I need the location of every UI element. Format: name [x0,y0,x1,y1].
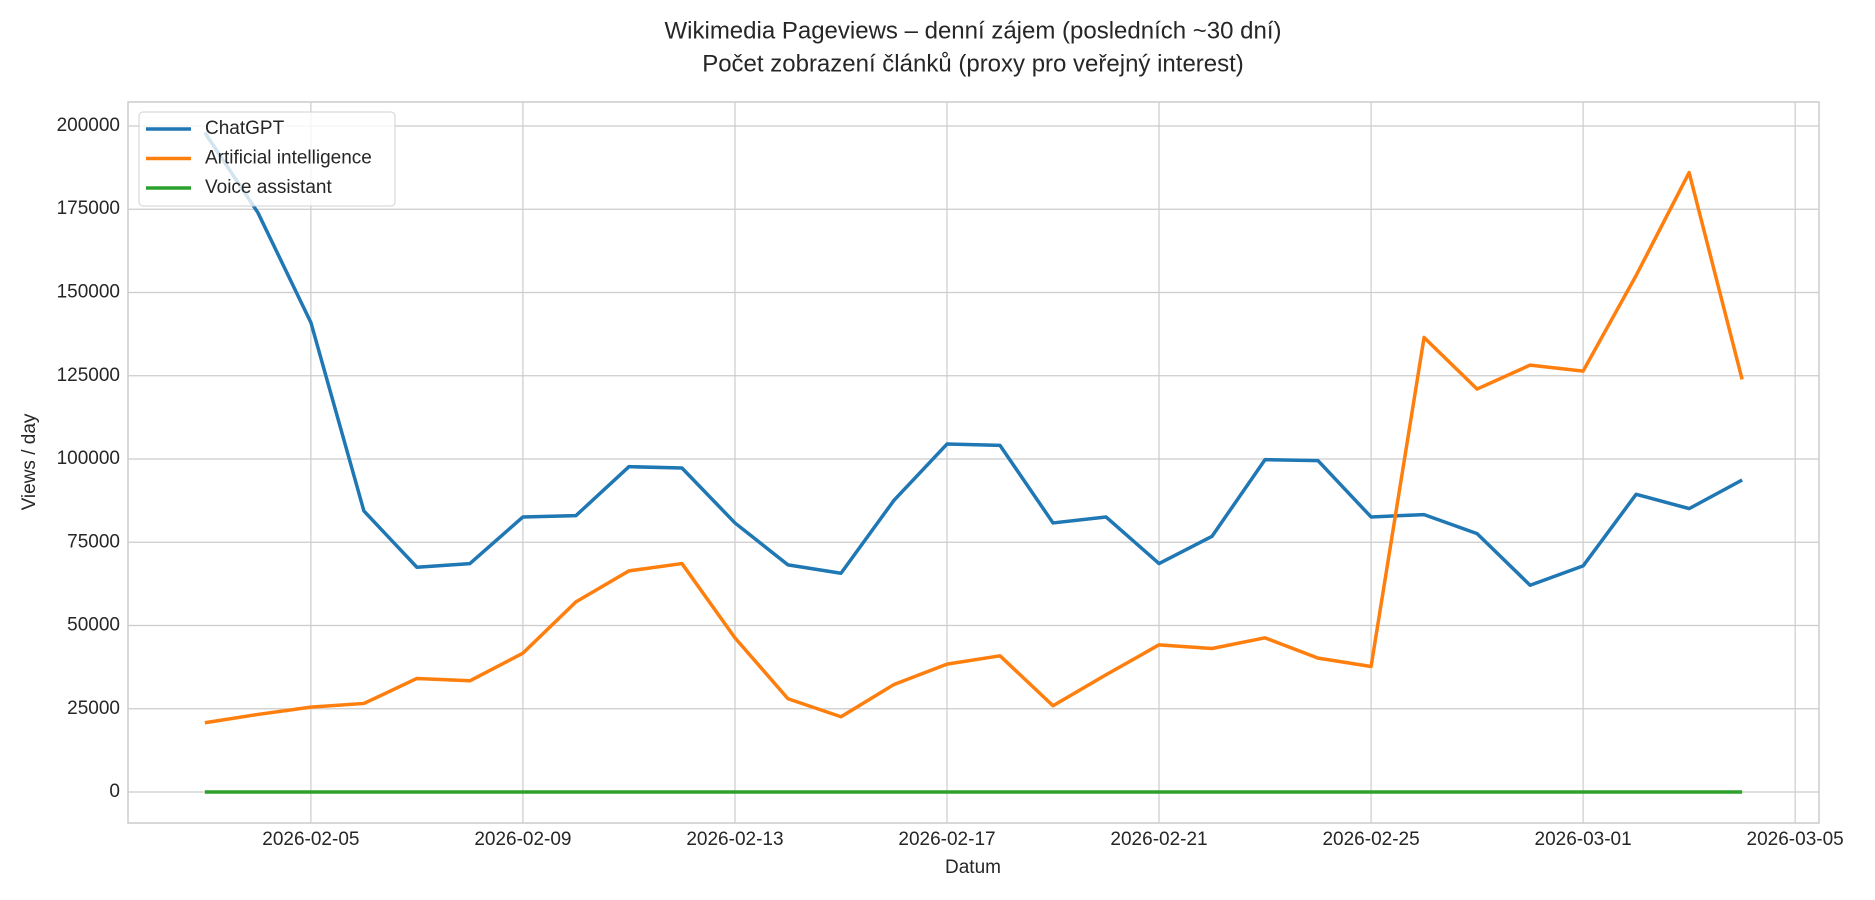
series-line [204,170,1744,725]
x-tick-label: 2026-02-21 [1110,829,1207,850]
legend-label: ChatGPT [205,118,285,139]
chart-subtitle: Počet zobrazení článků (proxy pro veřejn… [702,50,1244,77]
legend-label: Artificial intelligence [205,148,372,169]
x-tick-label: 2026-03-05 [1747,829,1844,850]
x-tick-label: 2026-03-01 [1535,829,1632,850]
plot-frame [127,101,1820,824]
y-tick-label: 125000 [57,365,120,386]
y-tick-label: 150000 [57,282,120,303]
x-tick-label: 2026-02-25 [1322,829,1419,850]
x-axis-label: Datum [945,857,1001,878]
y-axis-label: Views / day [19,413,40,510]
x-tick-label: 2026-02-05 [262,829,359,850]
chart-title: Wikimedia Pageviews – denní zájem (posle… [665,17,1282,44]
x-tick-label: 2026-02-09 [474,829,571,850]
y-tick-label: 100000 [57,448,120,469]
y-tick-label: 0 [109,781,120,802]
series-line [203,131,1743,587]
y-tick-label: 50000 [67,615,120,636]
y-tick-label: 25000 [67,698,120,719]
y-tick-label: 200000 [57,115,120,136]
y-tick-label: 175000 [57,198,120,219]
legend-label: Voice assistant [205,177,332,198]
x-tick-label: 2026-02-17 [898,829,995,850]
legend-box [138,111,396,207]
legend: ChatGPT Artificial intelligence Voice assi… [138,111,396,207]
grid [128,102,1819,823]
y-tick-label: 75000 [67,531,120,552]
x-tick-label: 2026-02-13 [686,829,783,850]
